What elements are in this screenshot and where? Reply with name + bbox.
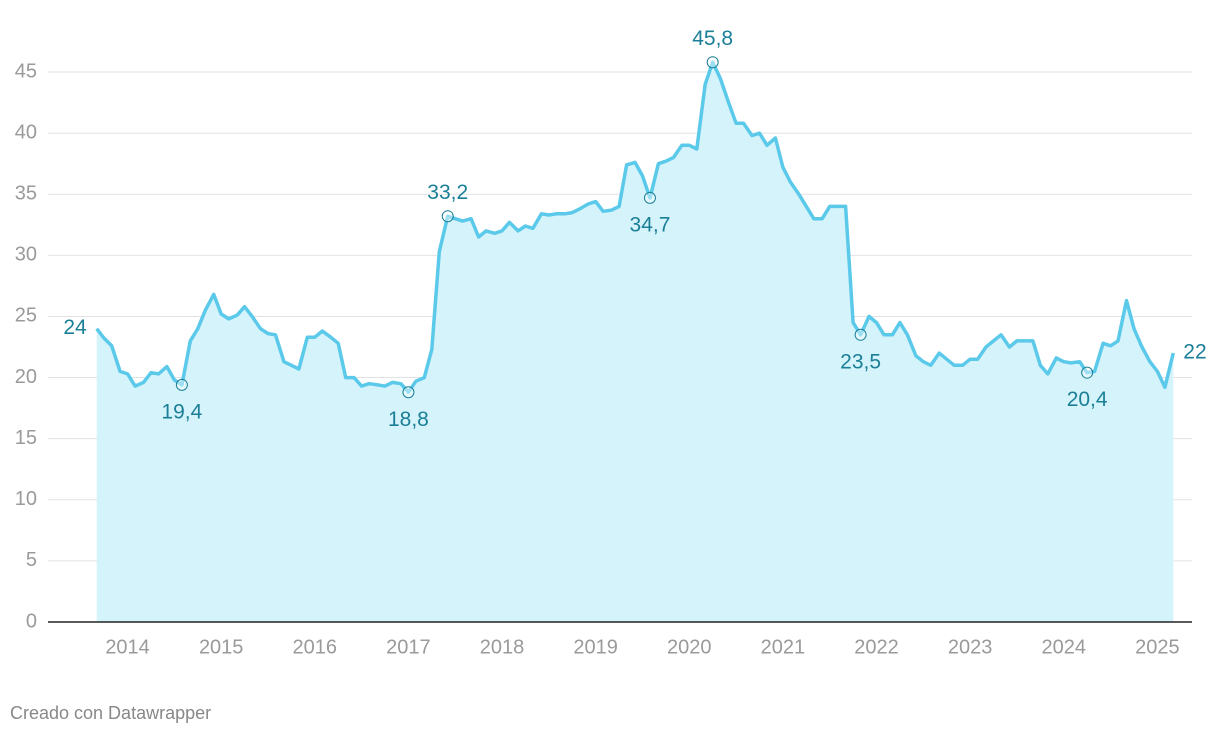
x-tick-label: 2023 [948,636,993,658]
point-marker [643,191,656,204]
y-tick-label: 20 [15,366,37,388]
data-label: 19,4 [161,400,202,423]
data-label: 45,8 [692,27,733,50]
labels: 24 19,4 18,8 33,2 34,7 45,8 23,5 20,4 22 [63,27,1206,431]
y-tick-label: 40 [15,121,37,143]
y-tick-label: 25 [15,305,37,327]
data-label: 22 [1183,341,1206,364]
data-label: 23,5 [840,350,881,373]
plot-area [48,60,1192,623]
y-tick-label: 0 [26,610,37,632]
area [96,62,1174,622]
data-label: 33,2 [427,181,468,204]
y-tick-label: 15 [15,427,37,449]
x-tick-label: 2014 [105,636,150,658]
x-tick-label: 2020 [667,636,712,658]
x-tick-label: 2024 [1041,636,1086,658]
x-tick-label: 2025 [1135,636,1180,658]
y-tick-label: 35 [15,183,37,205]
data-label: 34,7 [630,213,671,236]
point-marker [706,56,719,69]
point-marker [175,378,188,391]
x-tick-label: 2018 [480,636,525,658]
credit: Creado con Datawrapper [10,703,211,723]
y-tick-label: 10 [15,488,37,510]
point-marker [854,328,867,341]
y-tick-label: 5 [26,549,37,571]
x-tick-label: 2022 [854,636,899,658]
point-marker [441,210,454,223]
y-tick-label: 45 [15,60,37,82]
point-marker [402,386,415,399]
point-marker [1081,366,1094,379]
data-label: 20,4 [1067,388,1108,411]
data-label: 24 [63,316,87,339]
x-tick-label: 2019 [573,636,618,658]
x-tick-label: 2016 [293,636,338,658]
line [95,60,1175,394]
x-tick-label: 2015 [199,636,244,658]
x-tick-label: 2021 [761,636,806,658]
x-tick-label: 2017 [386,636,431,658]
y-tick-label: 30 [15,244,37,266]
data-label: 18,8 [388,408,429,431]
